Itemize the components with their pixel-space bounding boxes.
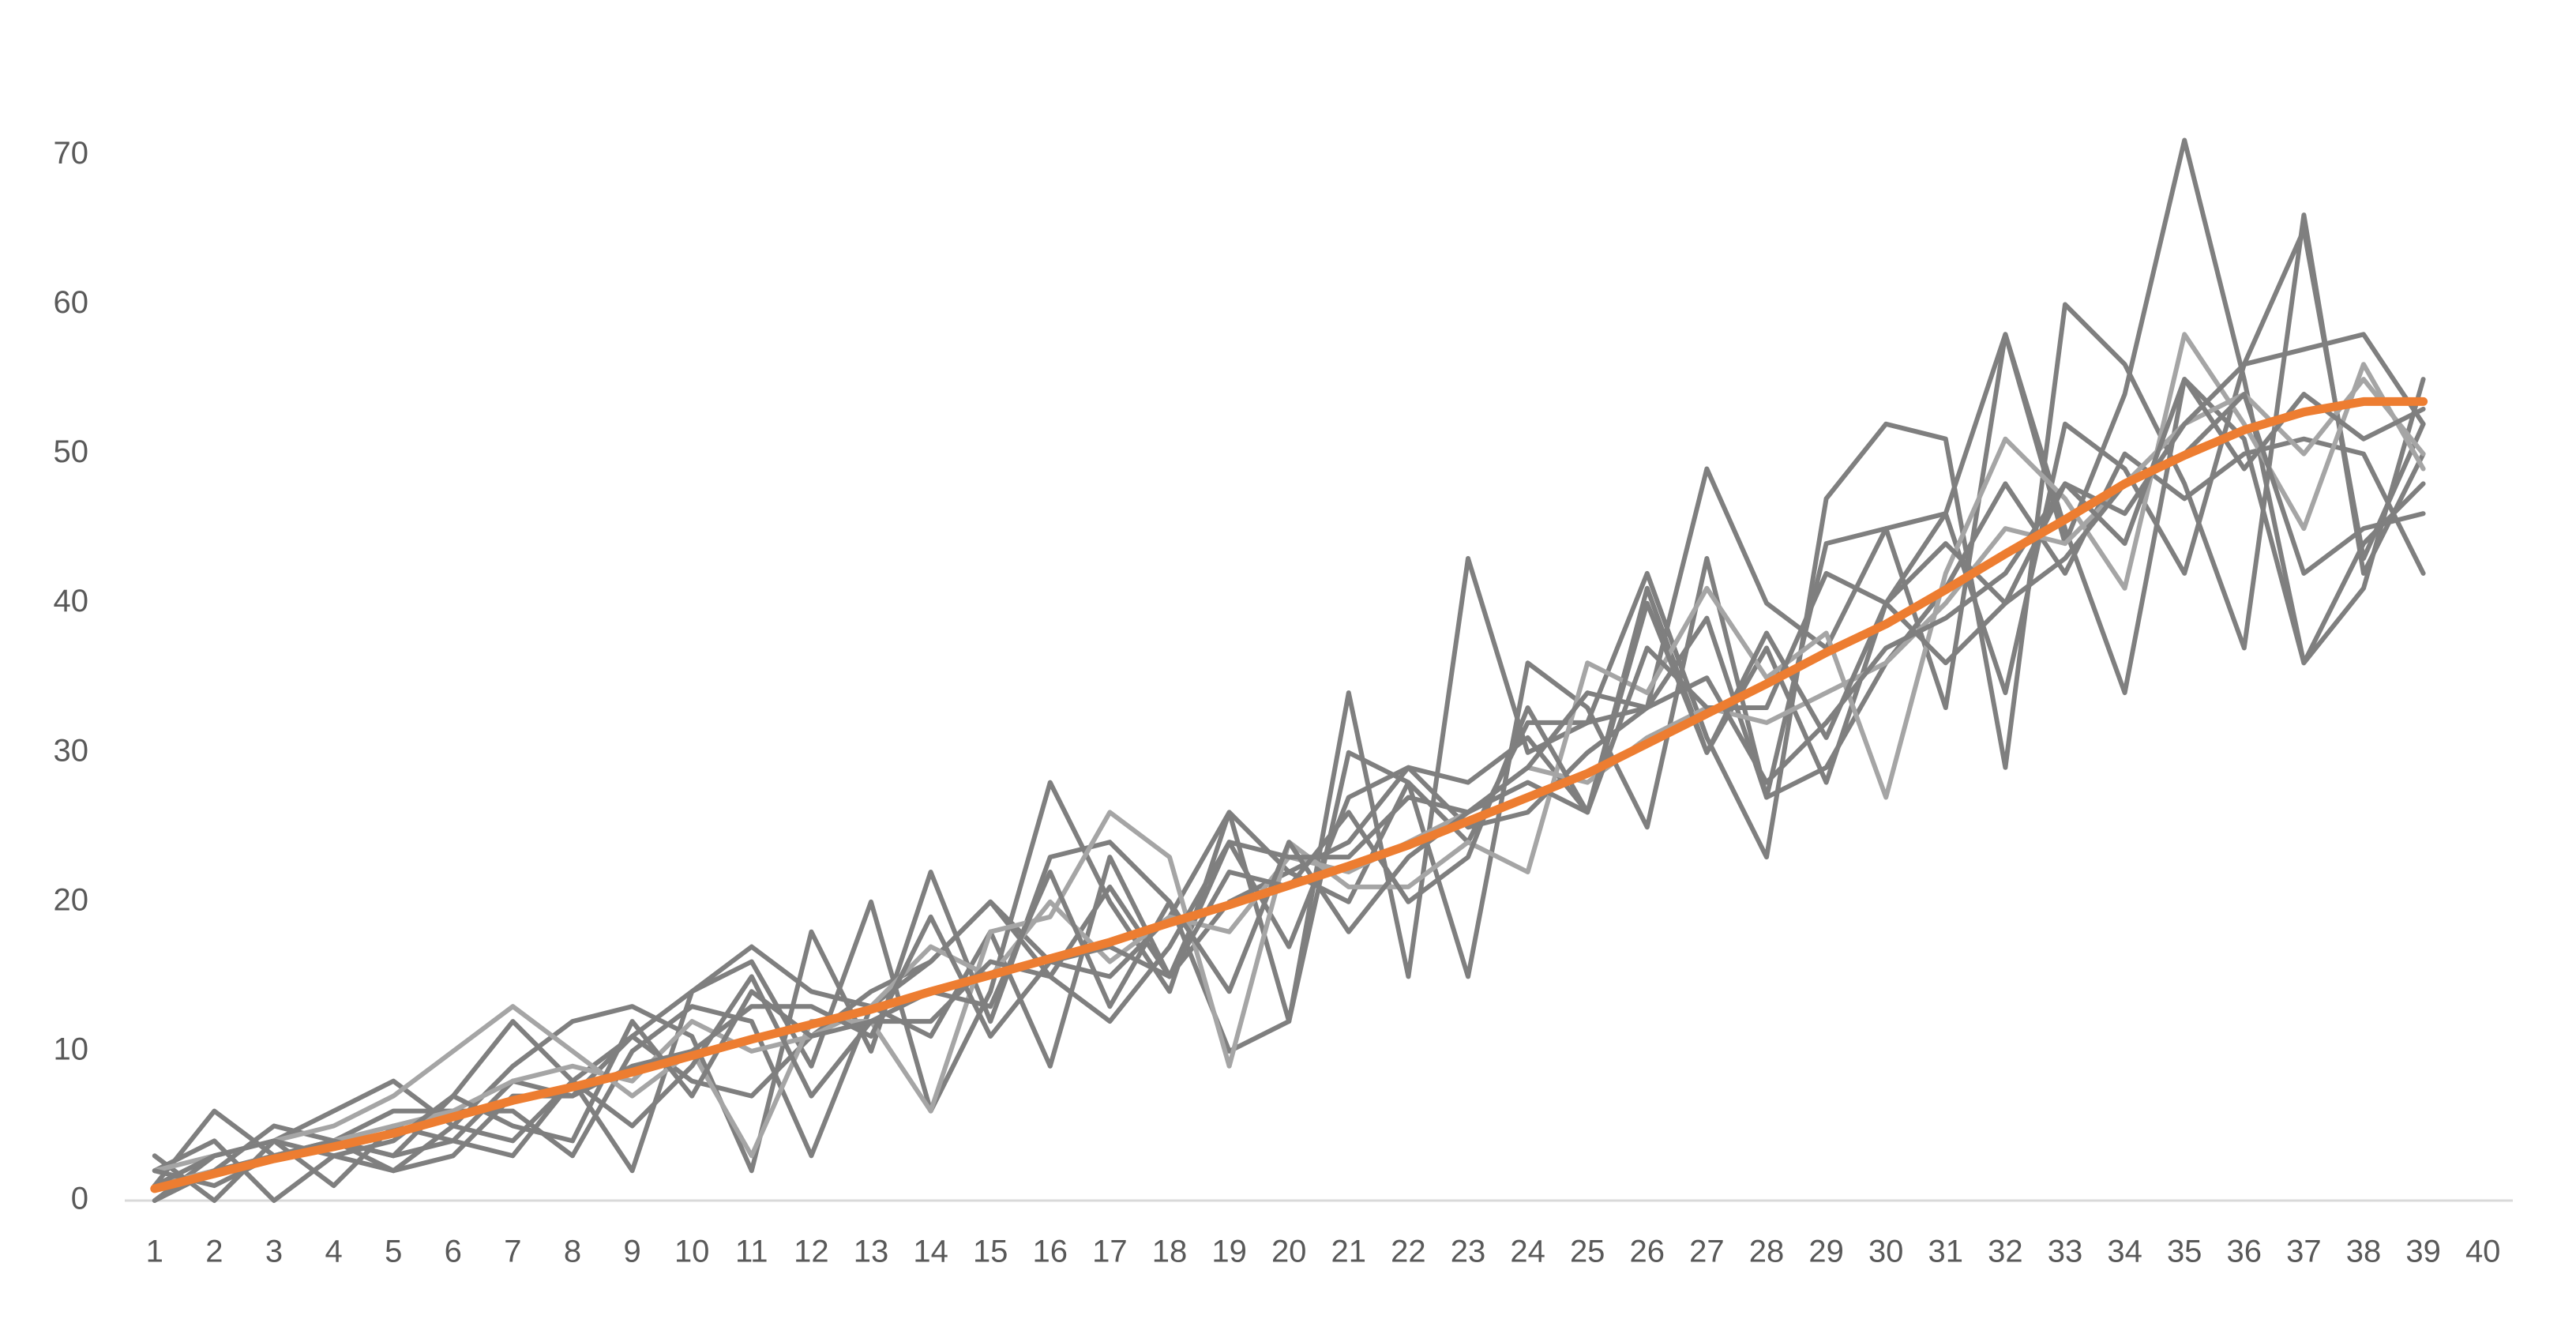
x-tick-label: 26	[1630, 1235, 1665, 1269]
y-tick-label: 30	[54, 733, 89, 768]
x-tick-label: 35	[2167, 1235, 2202, 1269]
x-tick-label: 1	[146, 1235, 163, 1269]
y-tick-label: 20	[54, 882, 89, 917]
x-tick-label: 36	[2227, 1235, 2262, 1269]
x-tick-label: 11	[735, 1235, 768, 1269]
x-tick-label: 20	[1271, 1235, 1307, 1269]
x-tick-label: 10	[674, 1235, 710, 1269]
x-tick-label: 18	[1152, 1235, 1188, 1269]
y-tick-label: 70	[54, 136, 89, 171]
x-tick-label: 19	[1211, 1235, 1247, 1269]
x-tick-label: 25	[1570, 1235, 1605, 1269]
x-tick-label: 31	[1928, 1235, 1964, 1269]
x-tick-label: 22	[1391, 1235, 1426, 1269]
x-tick-label: 4	[325, 1235, 342, 1269]
x-tick-label: 40	[2465, 1235, 2501, 1269]
x-tick-label: 23	[1451, 1235, 1486, 1269]
x-tick-label: 12	[794, 1235, 829, 1269]
trend-line	[150, 397, 2428, 1193]
y-tick-label: 0	[71, 1182, 88, 1216]
series-line	[152, 436, 2426, 1189]
x-tick-label: 3	[265, 1235, 283, 1269]
series-line	[152, 332, 2426, 1189]
x-tick-label: 8	[564, 1235, 581, 1269]
x-tick-label: 32	[1988, 1235, 2023, 1269]
y-tick-label: 60	[54, 285, 89, 320]
x-tick-label: 7	[504, 1235, 521, 1269]
x-tick-label: 27	[1689, 1235, 1725, 1269]
y-tick-label: 50	[54, 434, 89, 469]
x-tick-label: 13	[854, 1235, 889, 1269]
x-tick-label: 37	[2286, 1235, 2322, 1269]
x-tick-label: 14	[913, 1235, 948, 1269]
x-tick-label: 21	[1331, 1235, 1367, 1269]
x-tick-label: 6	[445, 1235, 462, 1269]
x-tick-label: 16	[1033, 1235, 1068, 1269]
y-tick-label: 10	[54, 1032, 89, 1066]
x-tick-label: 9	[623, 1235, 640, 1269]
x-tick-label: 29	[1808, 1235, 1844, 1269]
x-tick-label: 39	[2405, 1235, 2441, 1269]
x-tick-label: 34	[2107, 1235, 2142, 1269]
x-tick-label: 28	[1749, 1235, 1785, 1269]
x-tick-label: 2	[205, 1235, 223, 1269]
series-line	[152, 332, 2426, 1203]
x-tick-label: 17	[1092, 1235, 1128, 1269]
x-tick-label: 30	[1868, 1235, 1904, 1269]
x-tick-label: 33	[2048, 1235, 2083, 1269]
y-tick-label: 40	[54, 584, 89, 618]
x-tick-label: 15	[973, 1235, 1008, 1269]
x-tick-label: 5	[385, 1235, 402, 1269]
x-tick-label: 24	[1510, 1235, 1545, 1269]
x-tick-label: 38	[2346, 1235, 2382, 1269]
